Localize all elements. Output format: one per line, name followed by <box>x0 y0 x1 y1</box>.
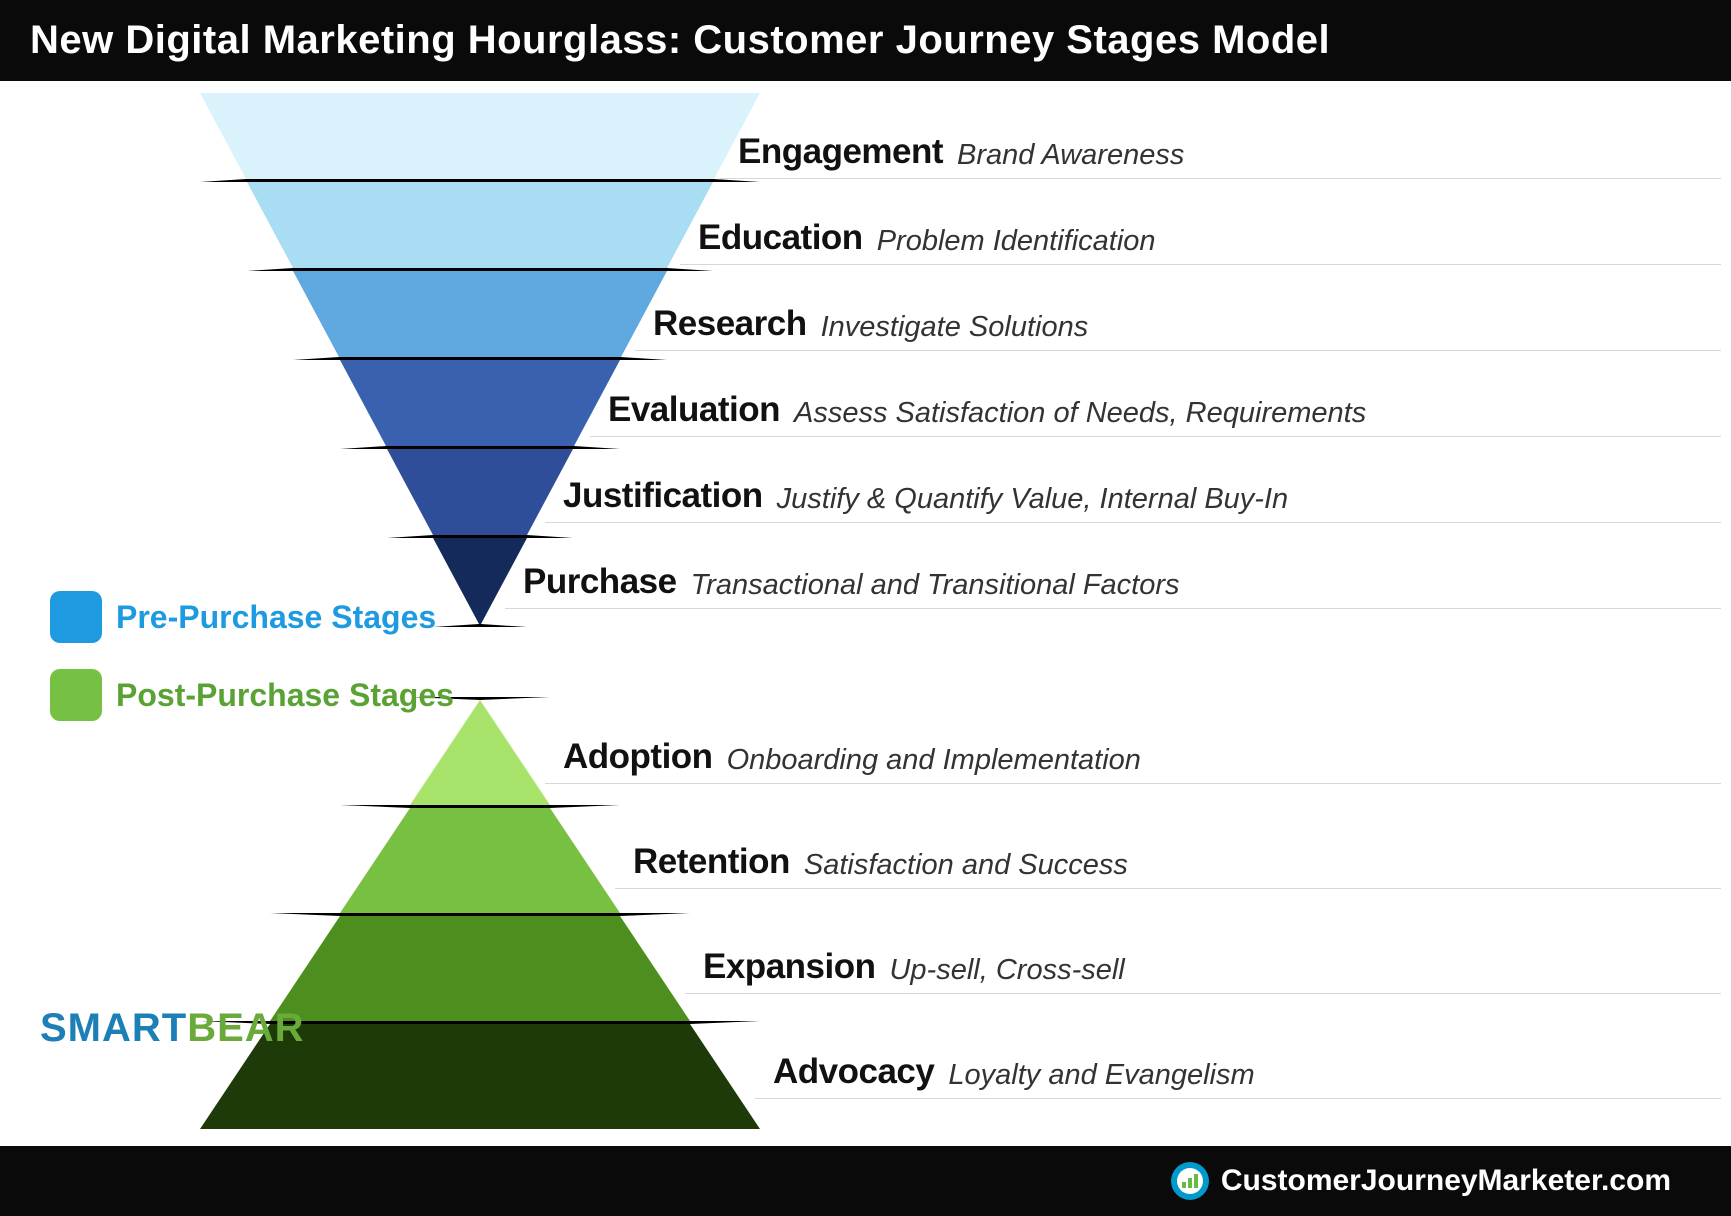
legend-pre-purchase: Pre-Purchase Stages <box>50 591 454 643</box>
funnel-segment-research <box>293 271 666 360</box>
funnel-segment-education <box>247 182 714 271</box>
legend-post-label: Post-Purchase Stages <box>116 677 454 714</box>
brand-logo: SMARTBEAR <box>40 1006 305 1051</box>
header-bar: New Digital Marketing Hourglass: Custome… <box>0 0 1731 81</box>
footer-bar: CustomerJourneyMarketer.com <box>0 1146 1731 1216</box>
stage-sub-engagement: Brand Awareness <box>957 139 1184 172</box>
stage-title-evaluation: Evaluation <box>608 390 780 430</box>
stage-title-purchase: Purchase <box>523 562 677 602</box>
funnel-segment-evaluation <box>340 360 620 449</box>
stage-title-advocacy: Advocacy <box>773 1052 934 1092</box>
legend-pre-swatch <box>50 591 102 643</box>
main-canvas: Engagement Brand Awareness Education Proble… <box>0 81 1731 1141</box>
stage-row-retention: Retention Satisfaction and Success <box>615 784 1721 889</box>
stage-sub-evaluation: Assess Satisfaction of Needs, Requiremen… <box>794 397 1366 430</box>
stage-title-education: Education <box>698 218 863 258</box>
stage-title-justification: Justification <box>563 476 763 516</box>
brand-part2: BEAR <box>187 1006 304 1050</box>
stage-title-retention: Retention <box>633 842 790 882</box>
legend-post-purchase: Post-Purchase Stages <box>50 669 454 721</box>
stage-row-engagement: Engagement Brand Awareness <box>720 93 1721 179</box>
stage-sub-adoption: Onboarding and Implementation <box>727 744 1141 777</box>
stage-labels-column: EngagementBrand AwarenessEducationProble… <box>720 93 1721 1099</box>
stage-title-research: Research <box>653 304 807 344</box>
stage-sub-purchase: Transactional and Transitional Factors <box>691 569 1180 602</box>
brand-part1: SMART <box>40 1006 187 1050</box>
stage-title-expansion: Expansion <box>703 947 875 987</box>
legend-post-swatch <box>50 669 102 721</box>
pyramid-segment-expansion <box>270 913 690 1021</box>
stage-row-education: Education Problem Identification <box>680 179 1721 265</box>
stage-row-adoption: Adoption Onboarding and Implementation <box>545 679 1721 784</box>
stage-sub-advocacy: Loyalty and Evangelism <box>948 1059 1254 1092</box>
stage-sub-research: Investigate Solutions <box>821 311 1089 344</box>
pyramid-segment-retention <box>340 805 620 913</box>
footer-site-icon <box>1171 1162 1209 1200</box>
stage-row-justification: Justification Justify & Quantify Value, I… <box>545 437 1721 523</box>
stage-sub-justification: Justify & Quantify Value, Internal Buy-I… <box>777 483 1289 516</box>
legend-pre-label: Pre-Purchase Stages <box>116 599 436 636</box>
legend: Pre-Purchase Stages Post-Purchase Stages <box>50 591 454 747</box>
stage-row-expansion: Expansion Up-sell, Cross-sell <box>685 889 1721 994</box>
stage-row-research: Research Investigate Solutions <box>635 265 1721 351</box>
stage-sub-education: Problem Identification <box>877 225 1156 258</box>
stage-row-advocacy: Advocacy Loyalty and Evangelism <box>755 994 1721 1099</box>
funnel-segment-engagement <box>200 93 760 182</box>
footer-site-text: CustomerJourneyMarketer.com <box>1221 1164 1671 1198</box>
stage-sub-retention: Satisfaction and Success <box>804 849 1128 882</box>
stage-title-adoption: Adoption <box>563 737 713 777</box>
stage-title-engagement: Engagement <box>738 132 943 172</box>
stage-sub-expansion: Up-sell, Cross-sell <box>889 954 1124 987</box>
stage-row-evaluation: Evaluation Assess Satisfaction of Needs, … <box>590 351 1721 437</box>
stage-row-purchase: Purchase Transactional and Transitional F… <box>505 523 1721 609</box>
page-title: New Digital Marketing Hourglass: Custome… <box>30 18 1330 62</box>
